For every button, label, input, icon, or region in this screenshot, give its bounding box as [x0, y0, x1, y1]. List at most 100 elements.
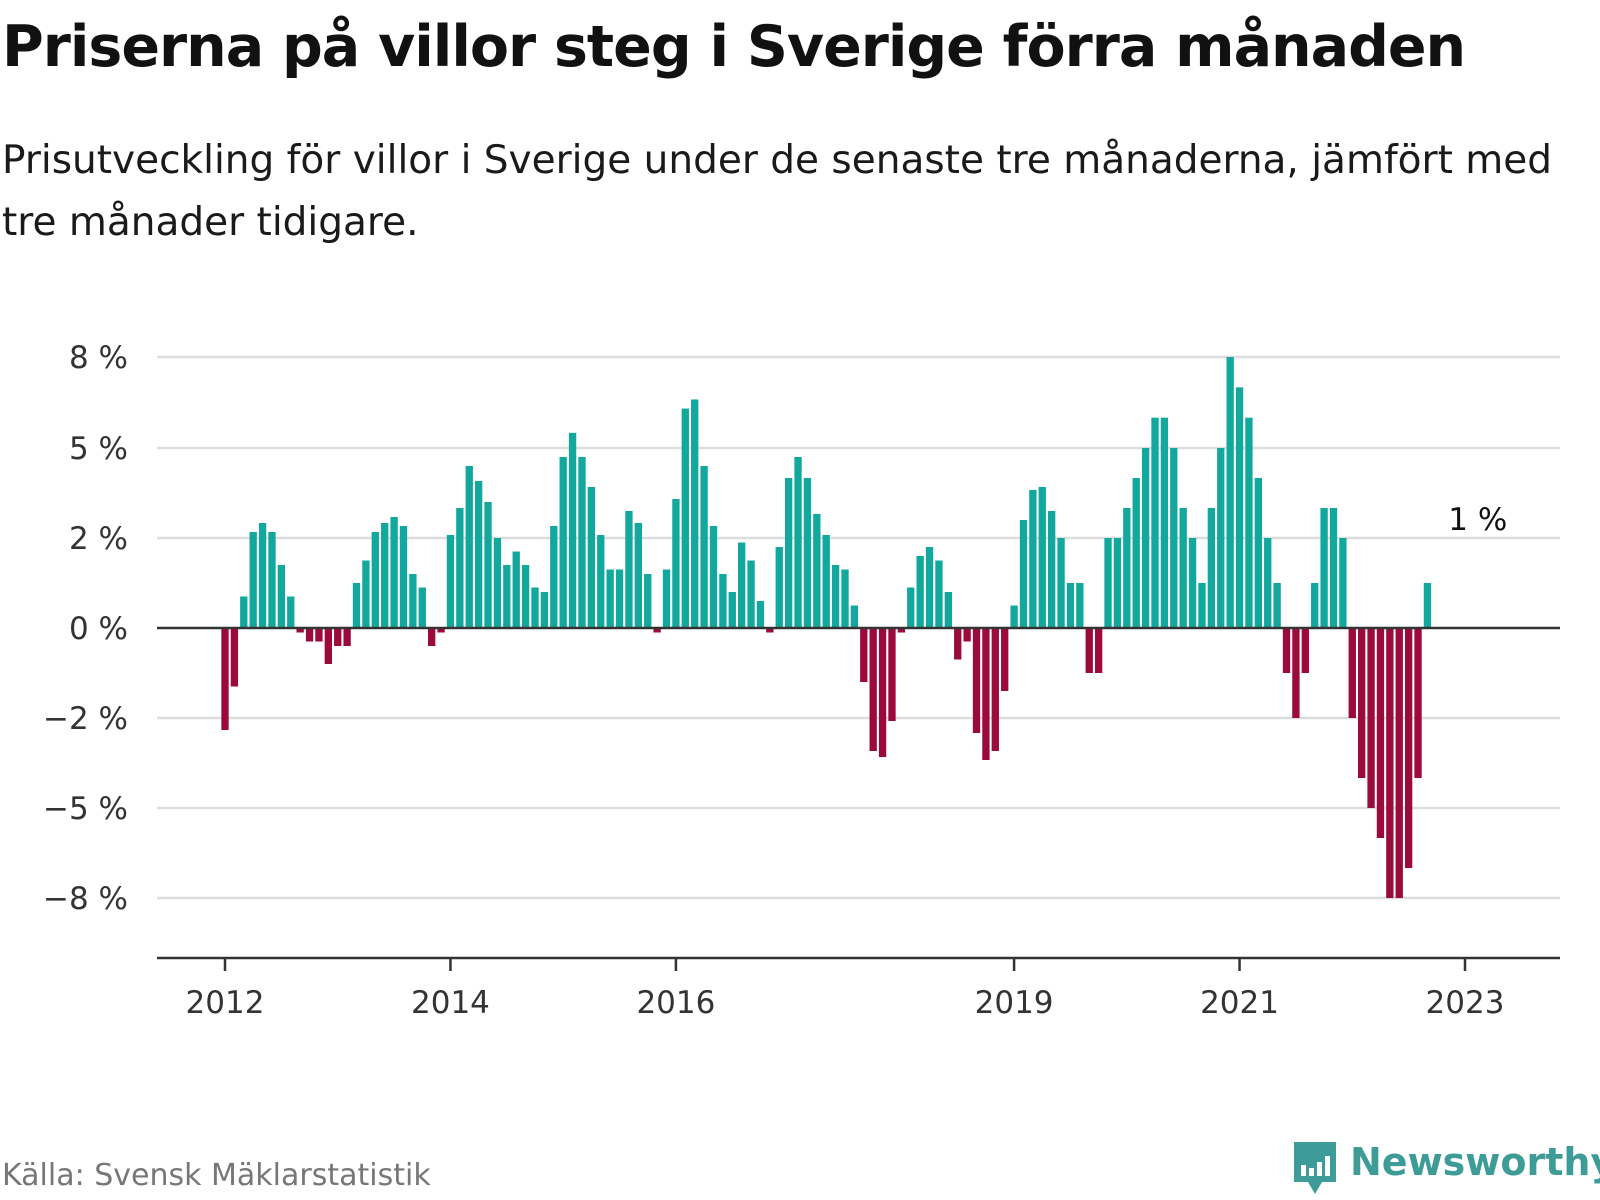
bar — [1254, 478, 1262, 628]
bar — [1094, 628, 1103, 673]
bar — [634, 523, 642, 628]
bar — [1301, 628, 1309, 673]
bar — [1273, 583, 1281, 628]
brand-logo[interactable]: Newsworthy — [1290, 1138, 1600, 1200]
bar — [841, 569, 849, 628]
y-axis-tick-labels: 8 % 5 % 2 % 0 % −2 % −5 % −8 % — [43, 340, 128, 917]
bar — [550, 526, 558, 628]
bar — [287, 596, 295, 628]
bar — [474, 481, 483, 628]
bar — [446, 535, 455, 628]
x-tick-label: 2021 — [1200, 985, 1279, 1021]
bar — [428, 628, 436, 646]
bar — [738, 542, 746, 628]
bar — [907, 587, 915, 628]
bar — [334, 628, 342, 646]
bar — [305, 628, 314, 642]
bar — [756, 601, 765, 628]
bar — [1386, 628, 1394, 898]
bar — [484, 502, 492, 628]
bar — [850, 605, 859, 628]
bar — [277, 565, 286, 628]
bar — [1019, 520, 1028, 628]
bar — [399, 526, 408, 628]
x-tick-label: 2019 — [975, 985, 1054, 1021]
y-tick-label: 2 % — [69, 521, 128, 557]
bar — [869, 628, 877, 751]
bar — [935, 560, 943, 628]
brand-name: Newsworthy — [1350, 1140, 1600, 1184]
bar — [1029, 490, 1037, 628]
bar — [352, 583, 361, 628]
bar — [1235, 387, 1244, 628]
bar — [860, 628, 868, 682]
bar — [944, 592, 952, 628]
bar — [1358, 628, 1366, 778]
bar — [1292, 628, 1300, 718]
bar — [1170, 448, 1178, 628]
bar — [559, 457, 567, 628]
bar — [662, 569, 671, 628]
bar — [568, 432, 577, 628]
y-tick-label: 0 % — [69, 611, 128, 647]
bar — [728, 592, 736, 628]
bar — [1141, 448, 1150, 628]
bar — [644, 574, 652, 628]
bar — [1188, 538, 1197, 628]
bar — [925, 547, 934, 628]
bar — [1010, 605, 1018, 628]
chart-subtitle: Prisutveckling för villor i Sverige unde… — [2, 138, 1553, 245]
bar — [916, 556, 924, 628]
bar — [240, 596, 248, 628]
bar — [1207, 508, 1216, 628]
bar — [1104, 538, 1112, 628]
bar — [296, 628, 304, 633]
bar — [437, 628, 445, 633]
bar — [1038, 487, 1046, 628]
bar — [343, 628, 351, 646]
newsworthy-logo-icon — [1294, 1142, 1336, 1194]
bar — [1264, 538, 1272, 628]
bar — [381, 523, 389, 628]
bar — [653, 628, 661, 633]
y-tick-label: 8 % — [69, 340, 128, 376]
bar — [1151, 417, 1159, 628]
bar — [897, 628, 906, 633]
bar — [813, 514, 821, 628]
bar — [794, 457, 802, 628]
bar — [709, 526, 718, 628]
bar — [766, 628, 774, 633]
bar — [362, 560, 370, 628]
bar — [221, 628, 229, 730]
bar — [672, 499, 680, 628]
bar — [587, 487, 596, 628]
bar — [390, 517, 398, 628]
bar — [681, 408, 689, 628]
y-tick-label: −8 % — [43, 881, 128, 917]
bar — [324, 628, 332, 664]
bar — [1376, 628, 1385, 838]
bar — [1132, 478, 1140, 628]
bar — [540, 592, 549, 628]
bar — [1179, 508, 1187, 628]
bar — [1329, 508, 1338, 628]
bar — [822, 535, 830, 628]
bar — [1320, 508, 1328, 628]
bar — [1395, 628, 1403, 898]
bar — [268, 532, 276, 628]
bar — [878, 628, 887, 757]
bar — [465, 466, 473, 628]
bar — [963, 628, 971, 642]
bar — [691, 399, 699, 628]
bars — [221, 357, 1432, 898]
bar — [1057, 538, 1065, 628]
bar — [972, 628, 981, 733]
bar — [578, 457, 586, 628]
bar — [1160, 417, 1169, 628]
y-tick-label: −2 % — [43, 701, 128, 737]
bar — [503, 565, 511, 628]
x-tick-label: 2012 — [186, 985, 265, 1021]
x-axis-ticks: 2012 2014 2016 2019 2021 2023 — [186, 958, 1504, 1021]
bar — [418, 587, 426, 628]
last-value-annotation: 1 % — [1448, 502, 1507, 538]
